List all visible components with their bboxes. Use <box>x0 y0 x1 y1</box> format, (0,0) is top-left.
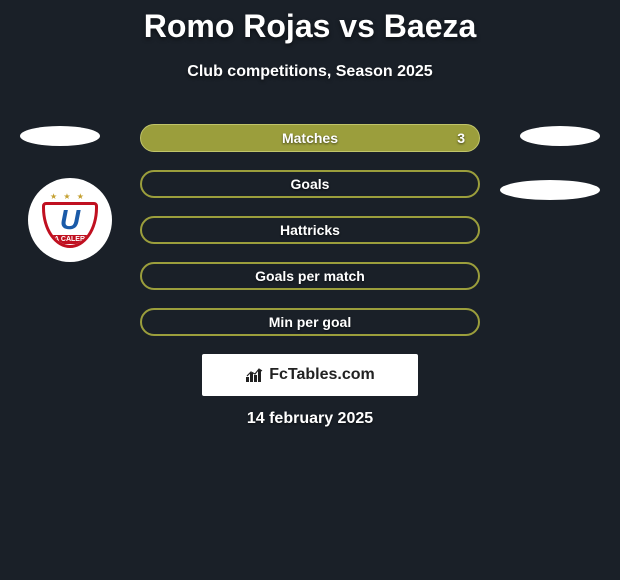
badge-banner: LA CALERA <box>45 235 95 244</box>
player-right-placeholder <box>520 126 600 146</box>
brand-box: FcTables.com <box>202 354 418 396</box>
stat-row: Goals <box>140 170 480 198</box>
team-left-badge: ★ ★ ★ U LA CALERA <box>28 178 112 262</box>
page-subtitle: Club competitions, Season 2025 <box>0 63 620 81</box>
stat-label: Hattricks <box>280 222 340 238</box>
stat-row: Matches 3 <box>140 124 480 152</box>
stat-row: Min per goal <box>140 308 480 336</box>
team-right-placeholder <box>500 180 600 200</box>
stat-label: Goals per match <box>255 268 365 284</box>
date-label: 14 february 2025 <box>0 410 620 428</box>
stat-row: Hattricks <box>140 216 480 244</box>
page-title: Romo Rojas vs Baeza <box>0 0 620 45</box>
stats-list: Matches 3 Goals Hattricks Goals per match Min… <box>140 124 480 354</box>
bars-icon <box>245 367 265 383</box>
badge-letter: U <box>45 205 95 235</box>
player-left-placeholder <box>20 126 100 146</box>
shield-icon: ★ ★ ★ U LA CALERA <box>42 190 98 250</box>
stat-row: Goals per match <box>140 262 480 290</box>
stat-label: Goals <box>291 176 330 192</box>
brand-text: FcTables.com <box>269 366 375 384</box>
stat-value-right: 3 <box>457 130 465 146</box>
stat-label: Matches <box>282 130 338 146</box>
stat-label: Min per goal <box>269 314 351 330</box>
